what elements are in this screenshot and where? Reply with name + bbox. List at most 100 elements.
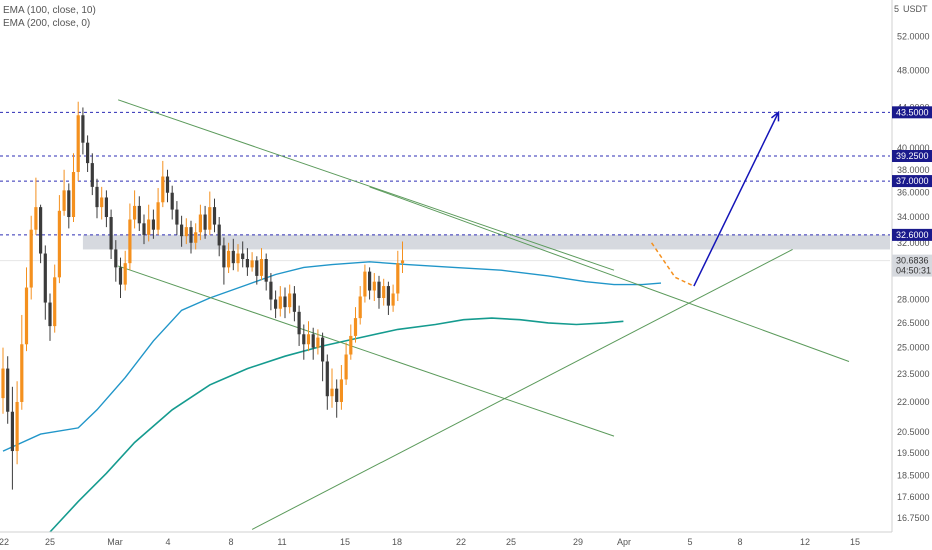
time-axis: 22 25 Mar 4 8 11 15 18 22 25 29 Apr 5 8 12 15 (0, 537, 860, 547)
candle-body (100, 197, 104, 208)
candle-body (189, 227, 193, 243)
candle-body (222, 245, 226, 268)
candle-body (231, 250, 235, 264)
projection-arrow-line (693, 111, 780, 287)
candle-body (278, 296, 282, 309)
level-tag-bg (892, 150, 932, 163)
candle-body (109, 217, 113, 250)
candle-body (180, 224, 184, 237)
candle-body (29, 229, 33, 288)
horizontal-levels (0, 111, 890, 236)
price-tick-label: 34.0000 (897, 212, 930, 222)
candle-body (269, 281, 273, 300)
candle-body (349, 335, 353, 355)
ema200-legend[interactable]: EMA (200, close, 0) (3, 18, 91, 29)
candle-body (227, 250, 231, 268)
candle-body (118, 267, 123, 285)
time-tick-label: 8 (228, 537, 233, 547)
price-tick-label: 20.5000 (897, 427, 930, 437)
candle-body (339, 379, 343, 402)
time-tick-label: 11 (277, 537, 286, 547)
candle-body (10, 411, 14, 452)
price-tick-label: 18.5000 (897, 471, 930, 481)
candle-body (90, 163, 94, 187)
time-tick-label: 5 (687, 537, 692, 547)
ema200-line (49, 317, 624, 533)
candle-body (363, 271, 367, 297)
candle-body (161, 176, 165, 203)
candle-body (368, 271, 372, 291)
candle-body (53, 277, 57, 327)
candle-body (236, 253, 240, 264)
candle-body (137, 205, 141, 224)
candle-body (104, 197, 108, 218)
candle-body (264, 259, 268, 282)
resistance-zone-band (82, 234, 890, 250)
candle-body (165, 176, 170, 193)
price-tick-label: 19.5000 (897, 448, 930, 458)
candle-body (353, 318, 358, 336)
price-axis: 5USDT52.000048.000044.000040.000038.0000… (0, 0, 932, 533)
time-tick-label: 25 (45, 537, 55, 547)
candle-body (123, 263, 127, 285)
price-tick-label: 48.0000 (897, 65, 930, 75)
time-tick-label: 8 (737, 537, 742, 547)
candle-body (292, 293, 296, 312)
candle-body (151, 219, 155, 230)
level-tag-label: 39.2500 (896, 151, 929, 161)
price-tick-label: 36.0000 (897, 188, 930, 198)
candle-body (6, 368, 10, 412)
candle-body (15, 401, 19, 452)
candle-body (321, 337, 325, 362)
resistance-zone (82, 234, 890, 250)
candle-body (288, 293, 292, 308)
candle-body (62, 190, 66, 211)
trendline (117, 99, 615, 271)
time-tick-label: 15 (340, 537, 350, 547)
price-tick-label: 52.0000 (897, 31, 930, 41)
candle-body (386, 286, 390, 306)
candle-body (67, 190, 71, 218)
projection-arrow-head (770, 110, 780, 122)
level-tag-label: 37.0000 (896, 176, 929, 186)
trendline (117, 265, 615, 437)
candle-body (39, 207, 43, 254)
candle-body (95, 186, 99, 208)
candle-body (274, 299, 278, 309)
time-tick-label: 18 (392, 537, 402, 547)
candle-body (24, 287, 29, 345)
price-tick-label: 38.0000 (897, 165, 930, 175)
indicator-legend: EMA (100, close, 10) EMA (200, close, 0) (3, 4, 96, 30)
price-tick-label: 26.5000 (897, 318, 930, 328)
time-tick-label: 22 (456, 537, 466, 547)
price-tick-label: 22.0000 (897, 397, 930, 407)
candle-body (241, 253, 245, 260)
current-price-tag-bg (892, 254, 932, 277)
projection (650, 110, 780, 287)
candle-body (48, 302, 52, 327)
candle-body (302, 334, 306, 345)
candle-body (245, 259, 249, 268)
candle-body (250, 260, 254, 268)
candle-body (86, 142, 90, 164)
time-tick-label: 29 (573, 537, 583, 547)
candle-body (20, 344, 24, 402)
candle-body (34, 207, 38, 230)
ema100-legend[interactable]: EMA (100, close, 10) (3, 5, 96, 16)
level-tag-bg (892, 106, 932, 119)
candle-body (175, 209, 179, 225)
candle-body (330, 388, 334, 397)
level-tag-label: 32.6000 (896, 230, 929, 240)
time-tick-label: 25 (506, 537, 516, 547)
candle-body (57, 210, 61, 278)
level-tag-label: 43.5000 (896, 107, 929, 117)
candle-body (147, 219, 151, 235)
candle-body (283, 296, 287, 308)
candle-body (43, 253, 47, 303)
candle-body (156, 202, 160, 230)
price-tick-label: 32.0000 (897, 238, 930, 248)
candle-body (114, 249, 118, 268)
candle-body (335, 388, 339, 402)
trendline (369, 186, 850, 362)
